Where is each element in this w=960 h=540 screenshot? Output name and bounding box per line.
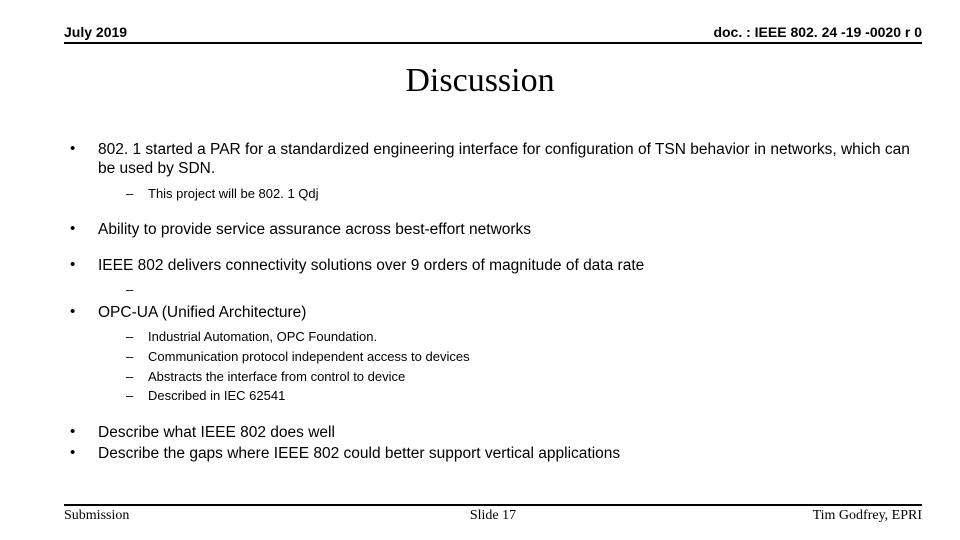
bullet-text: Describe what IEEE 802 does well	[98, 424, 335, 441]
bullet-text: 802. 1 started a PAR for a standardized …	[98, 141, 910, 177]
bullet-item: 802. 1 started a PAR for a standardized …	[64, 140, 920, 210]
header-bar: July 2019 doc. : IEEE 802. 24 -19 -0020 …	[64, 24, 922, 44]
sub-bullet-text: This project will be 802. 1 Qdj	[148, 186, 319, 201]
bullet-item: Describe the gaps where IEEE 802 could b…	[64, 444, 920, 463]
sub-bullet-item: Abstracts the interface from control to …	[98, 368, 920, 386]
slide-body: 802. 1 started a PAR for a standardized …	[64, 140, 920, 473]
footer-slide-number: Slide 17	[64, 508, 922, 524]
sub-bullet-item: Communication protocol independent acces…	[98, 348, 920, 366]
slide-title: Discussion	[0, 62, 960, 100]
bullet-text: IEEE 802 delivers connectivity solutions…	[98, 257, 644, 274]
bullet-item: Describe what IEEE 802 does well	[64, 423, 920, 442]
sub-bullet-item: Industrial Automation, OPC Foundation.	[98, 328, 920, 346]
bullet-text: Describe the gaps where IEEE 802 could b…	[98, 445, 620, 462]
footer-bar: Submission Slide 17 Tim Godfrey, EPRI	[64, 504, 922, 524]
bullet-item: Ability to provide service assurance acr…	[64, 220, 920, 245]
sub-bullet-text: Industrial Automation, OPC Foundation.	[148, 329, 377, 344]
sub-bullet-text: Communication protocol independent acces…	[148, 349, 470, 364]
slide: July 2019 doc. : IEEE 802. 24 -19 -0020 …	[0, 0, 960, 540]
sub-bullet-item: This project will be 802. 1 Qdj	[98, 185, 920, 203]
header-doc-id: doc. : IEEE 802. 24 -19 -0020 r 0	[713, 24, 922, 40]
bullet-text: Ability to provide service assurance acr…	[98, 221, 531, 238]
sub-bullet-item	[98, 281, 920, 293]
bullet-text: OPC-UA (Unified Architecture)	[98, 304, 306, 321]
header-date: July 2019	[64, 24, 127, 40]
sub-bullet-text: Abstracts the interface from control to …	[148, 369, 405, 384]
sub-bullet-text: Described in IEC 62541	[148, 388, 285, 403]
bullet-item: OPC-UA (Unified Architecture) Industrial…	[64, 303, 920, 413]
sub-bullet-item: Described in IEC 62541	[98, 387, 920, 405]
bullet-item: IEEE 802 delivers connectivity solutions…	[64, 256, 920, 293]
